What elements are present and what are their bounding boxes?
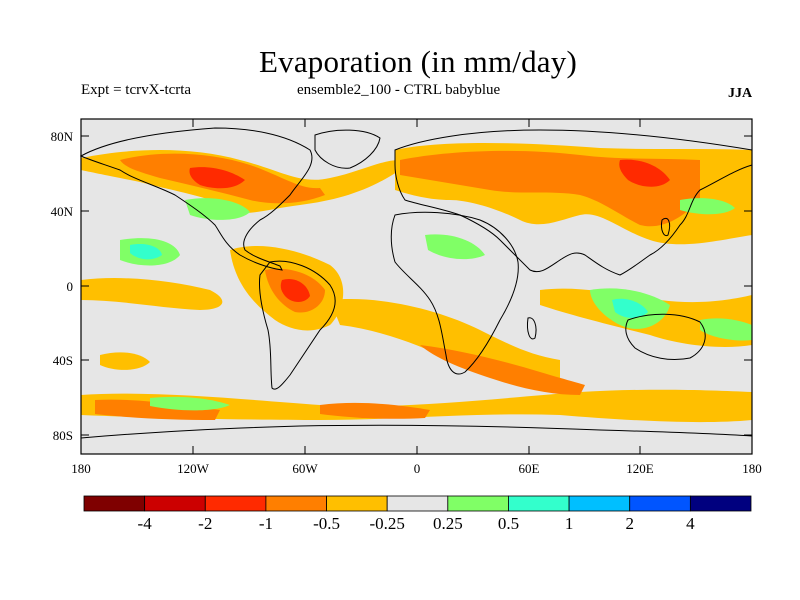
colorbar-swatch: [689, 495, 752, 512]
colorbar: [83, 495, 752, 512]
colorbar-label: 0.5: [498, 514, 519, 533]
lat-tick-label: 40S: [53, 353, 73, 368]
north-america-outline: [79, 127, 313, 271]
colorbar-swatch: [629, 495, 691, 512]
lon-tick-label: 120W: [177, 461, 210, 476]
coastlines: [79, 127, 753, 439]
colorbar-labels: -4 -2 -1 -0.5 -0.25 0.25 0.5 1 2 4: [138, 514, 696, 533]
lon-tick-label: 180: [71, 461, 91, 476]
colorbar-label: 1: [565, 514, 574, 533]
anomaly-region: [130, 244, 162, 260]
experiment-label: Expt = tcrvX-tcrta: [81, 82, 192, 98]
lon-tick-label: 60E: [519, 461, 540, 476]
lon-labels: 180 120W 60W 0 60E 120E 180: [71, 461, 762, 476]
colorbar-label: -2: [198, 514, 212, 533]
lat-labels: 80N 40N 0 40S 80S: [51, 129, 74, 443]
colorbar-swatch: [265, 495, 327, 512]
anomaly-region: [81, 278, 223, 310]
anomaly-region: [612, 298, 648, 318]
colorbar-label: -4: [138, 514, 153, 533]
lon-tick-label: 0: [414, 461, 421, 476]
anomaly-region: [150, 396, 230, 411]
anomaly-region: [425, 234, 485, 260]
anomaly-region: [680, 198, 735, 215]
colorbar-swatch: [447, 495, 509, 512]
anomaly-region: [700, 318, 752, 341]
greenland-outline: [314, 129, 381, 169]
anomaly-region: [420, 345, 585, 395]
anomaly-region: [330, 299, 560, 382]
anomaly-region: [619, 159, 670, 187]
japan-outline: [661, 217, 671, 237]
chart-title: Evaporation (in mm/day): [259, 44, 577, 79]
anomaly-region: [95, 399, 220, 420]
colorbar-swatch: [204, 495, 267, 512]
anomaly-field: [81, 143, 752, 423]
colorbar-label: 4: [686, 514, 695, 533]
anomaly-region: [320, 402, 430, 419]
colorbar-swatch: [326, 495, 388, 512]
lon-tick-label: 60W: [292, 461, 318, 476]
colorbar-label: 0.25: [433, 514, 463, 533]
lat-tick-label: 80N: [51, 129, 74, 144]
australia-outline: [625, 313, 706, 361]
anomaly-region: [189, 167, 245, 189]
lat-axis: [81, 135, 752, 436]
lon-tick-label: 120E: [626, 461, 654, 476]
season-label: JJA: [728, 86, 753, 101]
anomaly-region: [100, 352, 150, 370]
colorbar-swatch: [568, 495, 631, 512]
lon-tick-label: 180: [742, 461, 762, 476]
colorbar-label: -1: [259, 514, 273, 533]
colorbar-label: -0.5: [313, 514, 340, 533]
lat-tick-label: 40N: [51, 204, 74, 219]
anomaly-region: [185, 198, 250, 220]
lon-axis: [192, 119, 641, 454]
colorbar-swatch: [144, 495, 206, 512]
madagascar-outline: [527, 317, 537, 340]
africa-outline: [390, 211, 519, 375]
colorbar-label: -0.25: [369, 514, 404, 533]
colorbar-swatch: [83, 495, 146, 512]
lat-tick-label: 0: [67, 279, 74, 294]
colorbar-swatch: [508, 495, 570, 512]
ensemble-label: ensemble2_100 - CTRL babyblue: [297, 82, 501, 98]
lat-tick-label: 80S: [53, 428, 73, 443]
anomaly-region: [81, 389, 752, 423]
eurasia-outline: [394, 129, 753, 276]
south-america-outline: [259, 260, 336, 390]
antarctica-outline: [80, 424, 753, 439]
anomaly-region: [280, 278, 310, 302]
colorbar-swatch: [386, 495, 449, 512]
colorbar-label: 2: [625, 514, 634, 533]
